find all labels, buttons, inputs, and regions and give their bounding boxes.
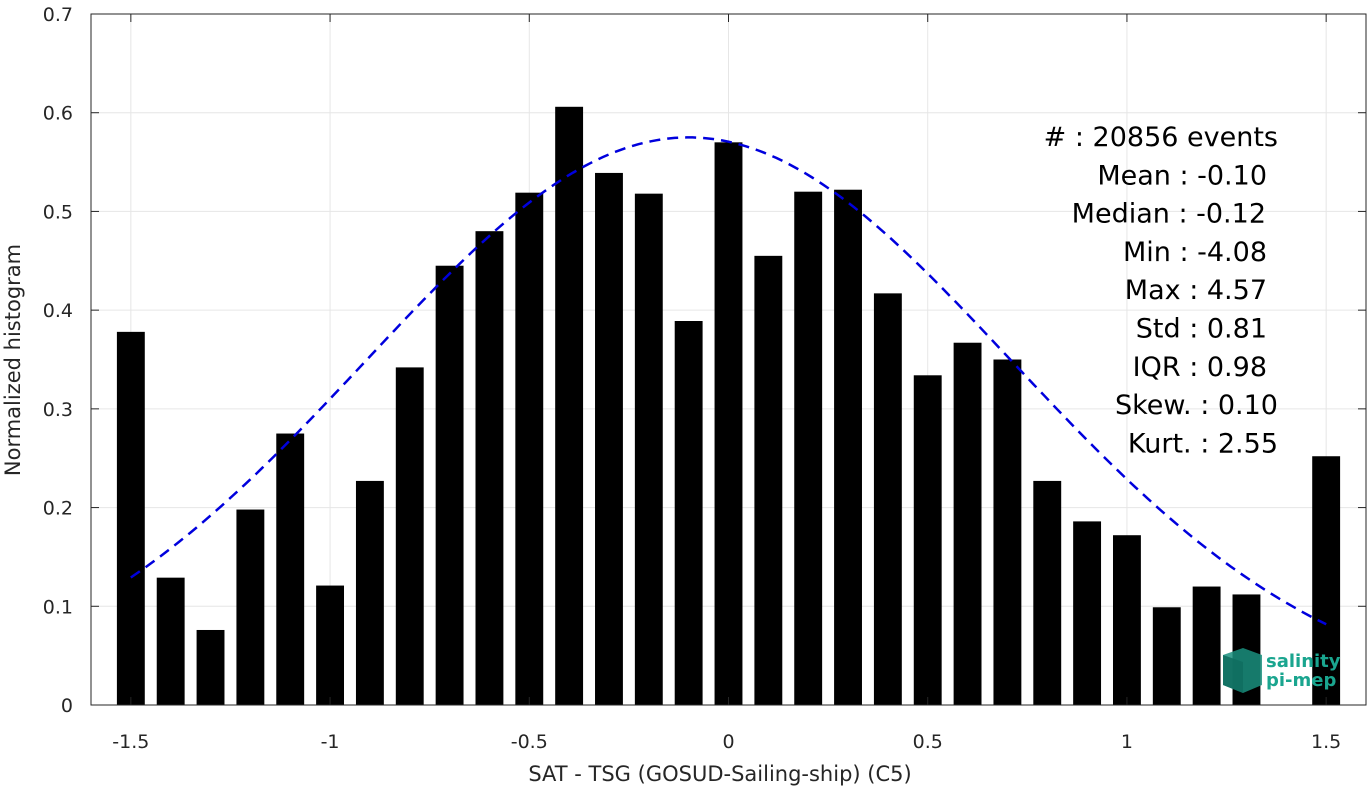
x-tick-label-2: -0.5	[511, 731, 548, 753]
y-axis-label: Normalized histogram	[1, 244, 25, 476]
bar-13	[634, 193, 663, 705]
y-tick-label-5: 0.5	[43, 201, 73, 223]
y-tick-label-6: 0.6	[43, 103, 73, 125]
bar-15	[714, 142, 743, 706]
bar-27	[1192, 586, 1221, 705]
bar-4	[276, 433, 305, 705]
bar-3	[236, 509, 265, 705]
stat-line-8: Kurt. : 2.55	[1128, 428, 1278, 459]
stat-line-7: Skew. : 0.10	[1115, 390, 1278, 421]
x-tick-label-0: -1.5	[112, 731, 149, 753]
histogram-bars	[116, 106, 1341, 706]
stat-line-1: Mean : -0.10	[1097, 160, 1267, 191]
bar-19	[873, 293, 902, 705]
bar-6	[355, 480, 384, 705]
bar-7	[395, 367, 424, 705]
logo-line1: salinity	[1266, 651, 1341, 672]
bar-14	[674, 321, 703, 705]
x-tick-label-6: 1.5	[1311, 731, 1341, 753]
stat-line-5: Std : 0.81	[1136, 314, 1267, 345]
bar-20	[913, 375, 942, 705]
x-tick-label-3: 0	[722, 731, 734, 753]
stat-line-3: Min : -4.08	[1123, 237, 1267, 268]
y-tick-label-0: 0	[61, 695, 73, 717]
statistics-annotation: # : 20856 events Mean : -0.10 Median : -0.…	[1044, 122, 1278, 459]
x-axis-ticks: -1.5 -1 -0.5 0 0.5 1 1.5	[112, 14, 1341, 753]
bar-23	[1033, 480, 1062, 705]
bar-9	[475, 231, 504, 705]
salinity-pi-mep-logo: salinity pi-mep	[1223, 648, 1341, 693]
normal-fit-curve	[130, 136, 1327, 626]
y-axis-ticks: 0 0.1 0.2 0.3 0.4 0.5 0.6 0.7	[43, 4, 1366, 717]
bar-17	[794, 191, 823, 705]
stat-line-6: IQR : 0.98	[1133, 352, 1267, 383]
bar-5	[316, 585, 345, 705]
bar-11	[555, 106, 584, 705]
y-tick-label-3: 0.3	[43, 399, 73, 421]
x-tick-label-5: 1	[1121, 731, 1133, 753]
x-axis-label: SAT - TSG (GOSUD-Sailing-ship) (C5)	[528, 762, 911, 786]
x-tick-label-1: -1	[321, 731, 340, 753]
y-tick-label-7: 0.7	[43, 4, 73, 26]
y-tick-label-2: 0.2	[43, 498, 73, 520]
bar-22	[993, 359, 1022, 705]
stat-line-0: # : 20856 events	[1044, 122, 1278, 153]
bar-12	[595, 172, 623, 705]
y-tick-label-4: 0.4	[43, 300, 73, 322]
bar-21	[953, 342, 982, 705]
logo-line2: pi-mep	[1266, 670, 1336, 691]
bar-26	[1152, 607, 1181, 705]
y-tick-label-1: 0.1	[43, 596, 73, 618]
bar-24	[1073, 521, 1102, 705]
bar-1	[156, 577, 185, 705]
bar-16	[754, 255, 783, 705]
bar-10	[515, 192, 544, 705]
bar-30	[1312, 456, 1341, 705]
bar-0	[116, 331, 145, 705]
stat-line-2: Median : -0.12	[1072, 199, 1266, 230]
bar-25	[1112, 535, 1141, 705]
bar-2	[196, 629, 225, 705]
bar-8	[435, 265, 464, 705]
stat-line-4: Max : 4.57	[1125, 275, 1267, 306]
bar-18	[834, 189, 862, 705]
x-tick-label-4: 0.5	[913, 731, 943, 753]
